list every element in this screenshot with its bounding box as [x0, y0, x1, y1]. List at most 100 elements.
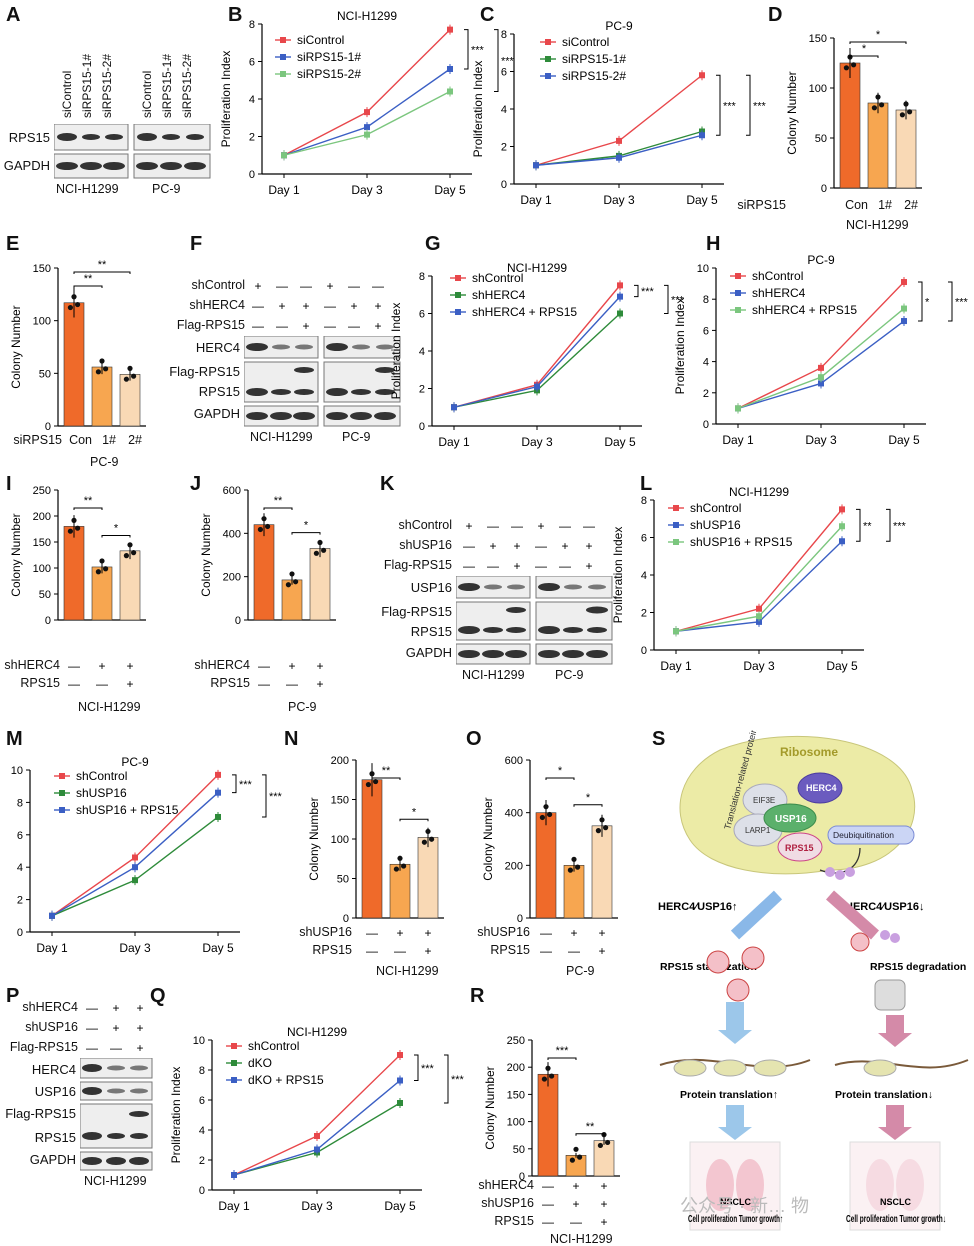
data-point — [571, 856, 577, 862]
y-tick-label: 0 — [343, 913, 349, 925]
condition-symbol: — — [300, 279, 312, 293]
y-tick-label: 10 — [697, 263, 709, 275]
y-axis-label: Colony Number — [9, 305, 23, 388]
condition-symbol: — — [568, 944, 580, 958]
data-point — [369, 771, 375, 777]
sig-bracket — [414, 1054, 419, 1081]
band-label-gapdh: GAPDH — [3, 158, 50, 173]
sig-bracket — [918, 281, 923, 322]
band-label-rps15: RPS15 — [198, 384, 240, 399]
blot-p-row-label: Flag-RPS15 — [9, 1040, 78, 1054]
data-point — [595, 828, 602, 834]
sig-bracket — [716, 74, 721, 136]
data-point — [901, 318, 907, 325]
condition-symbol: + — [136, 1021, 143, 1035]
condition-symbol: + — [126, 677, 133, 691]
band-label-rps15: RPS15 — [34, 1130, 76, 1145]
data-point — [575, 864, 581, 870]
data-point — [756, 618, 762, 625]
y-tick-label: 4 — [703, 357, 709, 369]
data-point — [756, 613, 762, 620]
condition-symbol: — — [96, 677, 108, 691]
data-point — [871, 105, 878, 111]
bar — [389, 863, 411, 919]
condition-symbol: — — [463, 559, 475, 573]
condition-symbol: — — [540, 926, 552, 940]
y-tick-label: 2 — [419, 384, 425, 396]
y-axis-label: Colony Number — [307, 797, 321, 880]
data-point — [699, 72, 705, 79]
sig-bracket — [101, 535, 131, 538]
cond-group: NCI-H1299 — [78, 700, 141, 714]
y-tick-label: 0 — [501, 179, 507, 191]
legend-marker — [59, 773, 65, 779]
panel-label-n: N — [284, 728, 299, 750]
sig-label: * — [304, 520, 309, 532]
y-tick-label: 100 — [809, 83, 827, 95]
bar — [309, 548, 331, 621]
condition-symbol: — — [487, 559, 499, 573]
x-tick-label: Day 3 — [603, 193, 635, 207]
data-point — [617, 282, 623, 289]
y-tick-label: 100 — [507, 1117, 525, 1129]
y-tick-label: 200 — [223, 572, 241, 584]
data-point — [421, 839, 427, 845]
panel-label-o: O — [466, 728, 482, 750]
x-tick-label: Day 5 — [686, 193, 718, 207]
y-tick-label: 50 — [513, 1144, 525, 1156]
condition-symbol: + — [254, 279, 261, 293]
data-point — [123, 376, 129, 382]
data-point — [818, 364, 824, 371]
blot-a-group-h1299: NCI-H1299 — [56, 182, 119, 196]
cond-group: NCI-H1299 — [550, 1232, 613, 1246]
ribosome-label: Ribosome — [780, 745, 838, 759]
condition-symbol: + — [570, 926, 577, 940]
sig-bracket — [73, 271, 131, 274]
data-point — [365, 781, 371, 788]
data-point — [49, 912, 55, 919]
y-tick-label: 8 — [703, 294, 709, 306]
condition-symbol: + — [316, 677, 323, 691]
cond-label: RPS15 — [312, 943, 352, 957]
sig-label: *** — [556, 1045, 570, 1057]
y-axis-label: Proliferation Index — [0, 803, 1, 900]
condition-symbol: — — [324, 299, 336, 313]
y-tick-label: 8 — [199, 1065, 205, 1077]
sig-label: *** — [239, 779, 253, 791]
condition-symbol: + — [424, 926, 431, 940]
y-tick-label: 400 — [505, 808, 523, 820]
blot-f-group-pc9: PC-9 — [342, 430, 371, 444]
data-point — [901, 279, 907, 286]
condition-symbol: + — [572, 1197, 579, 1211]
condition-symbol: — — [463, 539, 475, 553]
series-line — [233, 1079, 401, 1176]
sig-label: *** — [641, 286, 655, 298]
sig-label: *** — [501, 56, 515, 68]
data-point — [673, 628, 679, 635]
data-point — [818, 380, 824, 387]
data-point — [573, 1146, 579, 1152]
y-tick-label: 0 — [249, 169, 255, 181]
sig-label: * — [925, 297, 930, 309]
data-point — [127, 542, 133, 548]
y-tick-label: 4 — [199, 1125, 205, 1137]
bar — [361, 779, 383, 919]
condition-symbol: — — [276, 279, 288, 293]
condition-symbol: + — [600, 1215, 607, 1229]
herc4-label: HERC4 — [806, 783, 837, 793]
panel-label-d: D — [768, 4, 783, 26]
bar — [563, 865, 585, 919]
legend-marker — [455, 275, 461, 281]
data-point — [67, 528, 73, 534]
x-tick-label: Day 1 — [660, 659, 692, 673]
condition-symbol: — — [366, 926, 378, 940]
condition-symbol: — — [348, 279, 360, 293]
sig-bracket — [573, 804, 603, 807]
condition-symbol: + — [465, 519, 472, 533]
data-point — [616, 154, 622, 161]
chart-title: NCI-H1299 — [729, 485, 789, 499]
data-point — [549, 1073, 555, 1079]
band-label-gapdh: GAPDH — [193, 406, 240, 421]
y-tick-label: 50 — [337, 874, 349, 886]
chart-title: NCI-H1299 — [287, 1025, 347, 1039]
